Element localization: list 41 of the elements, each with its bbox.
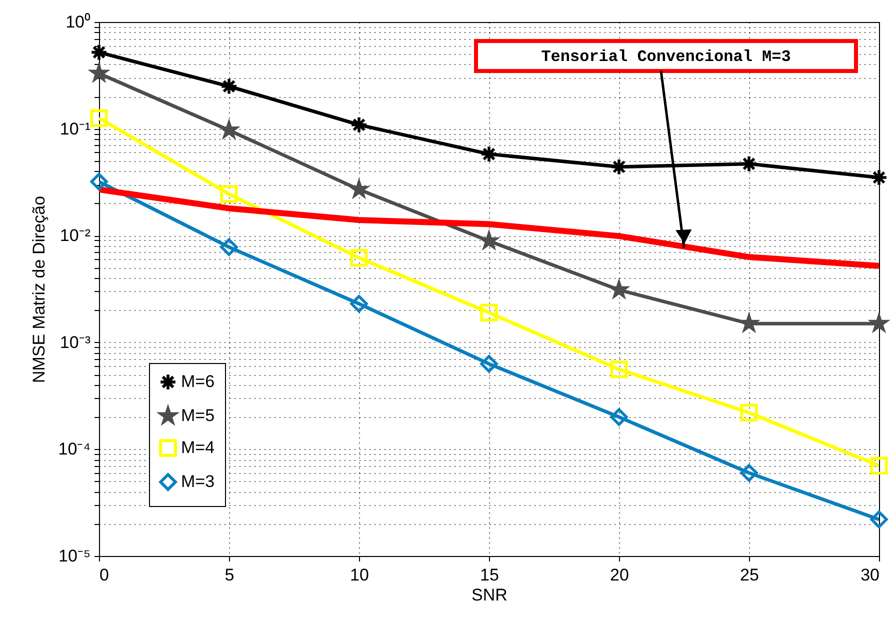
legend-label: M=6 [181,372,215,391]
point [740,155,758,173]
point [90,109,108,127]
x-tick-label: 10 [350,566,369,584]
point [90,44,108,62]
point [220,77,238,96]
x-tick-label: 30 [860,566,880,584]
point [350,294,368,313]
x-tick-label: 20 [610,566,629,584]
x-tick-label: 15 [480,566,499,584]
point [610,408,628,426]
x-tick-label: 25 [740,566,759,584]
point [90,172,108,190]
y-tick-label: 10⁻² [60,226,91,246]
legend-label: M=5 [181,406,215,425]
point [740,404,758,422]
point [350,248,368,267]
point [610,360,628,378]
x-tick-label: 0 [100,566,109,584]
point [480,304,498,322]
point [740,464,758,482]
y-tick-label: 10⁻⁵ [58,546,90,566]
y-axis-title: NMSE Matriz de Direção [29,196,48,384]
x-tick-label: 5 [224,566,234,584]
legend-label: M=3 [181,472,215,491]
point [350,116,368,134]
point [480,355,498,373]
y-tick-label: 10⁰ [66,12,90,32]
point [870,510,888,528]
y-tick-label: 10⁻⁴ [58,440,90,459]
point [870,168,888,186]
point [610,158,628,176]
x-axis-title: SNR [472,586,508,604]
point [220,185,238,203]
annotation: Tensorial Convencional M=3 [541,48,791,66]
point [870,456,888,475]
y-tick-label: 10⁻³ [60,332,91,352]
point [480,145,498,163]
legend-label: M=4 [181,438,215,457]
y-tick-label: 10⁻¹ [60,119,91,138]
point [220,238,238,256]
